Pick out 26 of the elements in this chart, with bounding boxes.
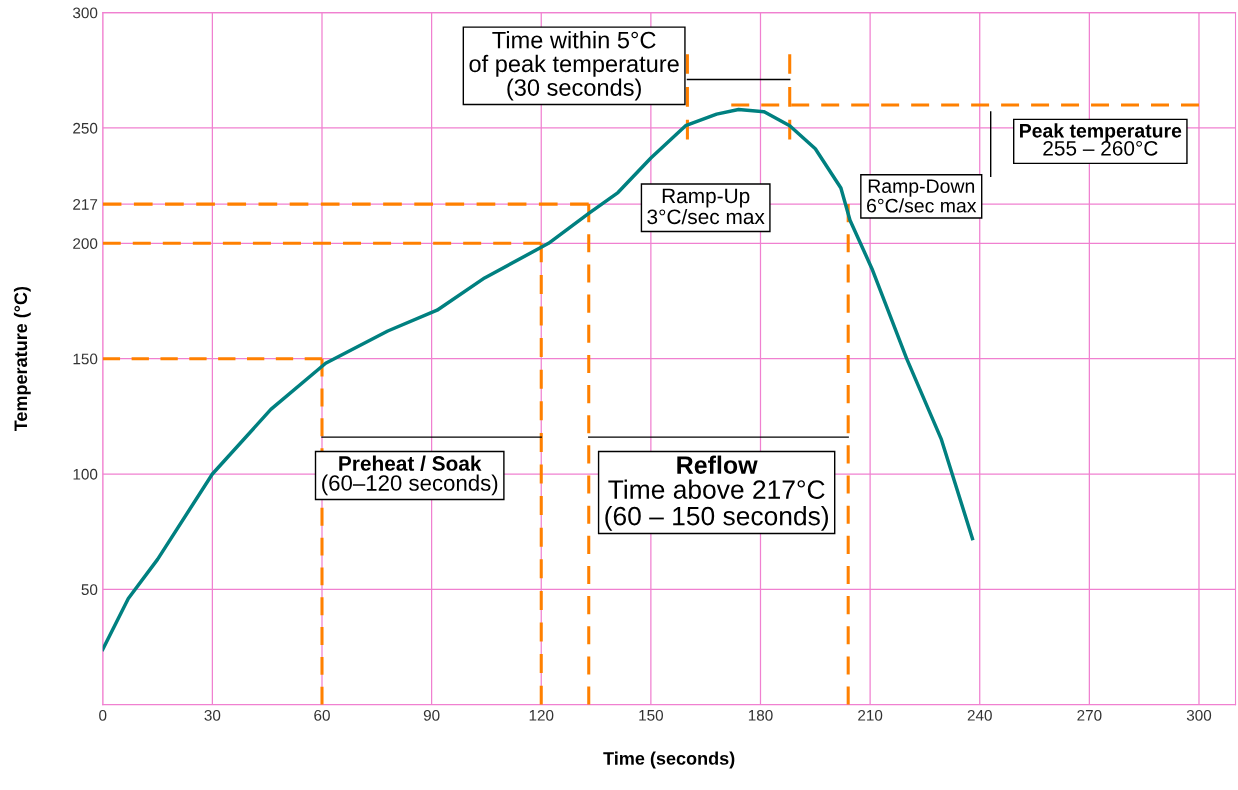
y-tick-label: 300 (72, 7, 98, 19)
annotation: Ramp-Down 6°C/sec max (867, 179, 977, 213)
y-tick-label: 200 (73, 238, 98, 250)
y-tick-label: 250 (73, 122, 98, 134)
x-tick-label: 30 (204, 709, 221, 721)
y-tick-label: 150 (73, 353, 98, 365)
x-tick-label: 240 (967, 709, 992, 721)
x-tick-label: 90 (423, 709, 440, 721)
annotation: Peak temperature 255 – 260°C (1020, 123, 1182, 156)
annotation: Reflow Time above 217°C (60 – 150 seconds) (605, 455, 828, 531)
y-tick-label: 217 (73, 198, 98, 210)
x-tick-label: 150 (639, 709, 664, 721)
x-tick-label: 210 (858, 709, 883, 721)
x-axis-title: Time (seconds) (603, 751, 735, 769)
annotation: Time within 5°C of peak temperature (30 seconds) (469, 31, 679, 101)
x-tick-label: 180 (748, 709, 773, 721)
y-tick-label: 100 (73, 468, 98, 480)
x-tick-label: 270 (1077, 709, 1102, 721)
annotation: Preheat / Soak (60–120 seconds) (322, 455, 498, 496)
annotation: Ramp-Up 3°C/sec max (647, 188, 765, 225)
x-tick-label: 0 (99, 709, 107, 721)
x-tick-label: 300 (1186, 709, 1212, 721)
x-tick-label: 120 (529, 709, 554, 721)
y-tick-label: 50 (81, 584, 98, 596)
y-axis-title: Temperature (°C) (13, 286, 31, 432)
x-tick-label: 60 (314, 709, 330, 721)
